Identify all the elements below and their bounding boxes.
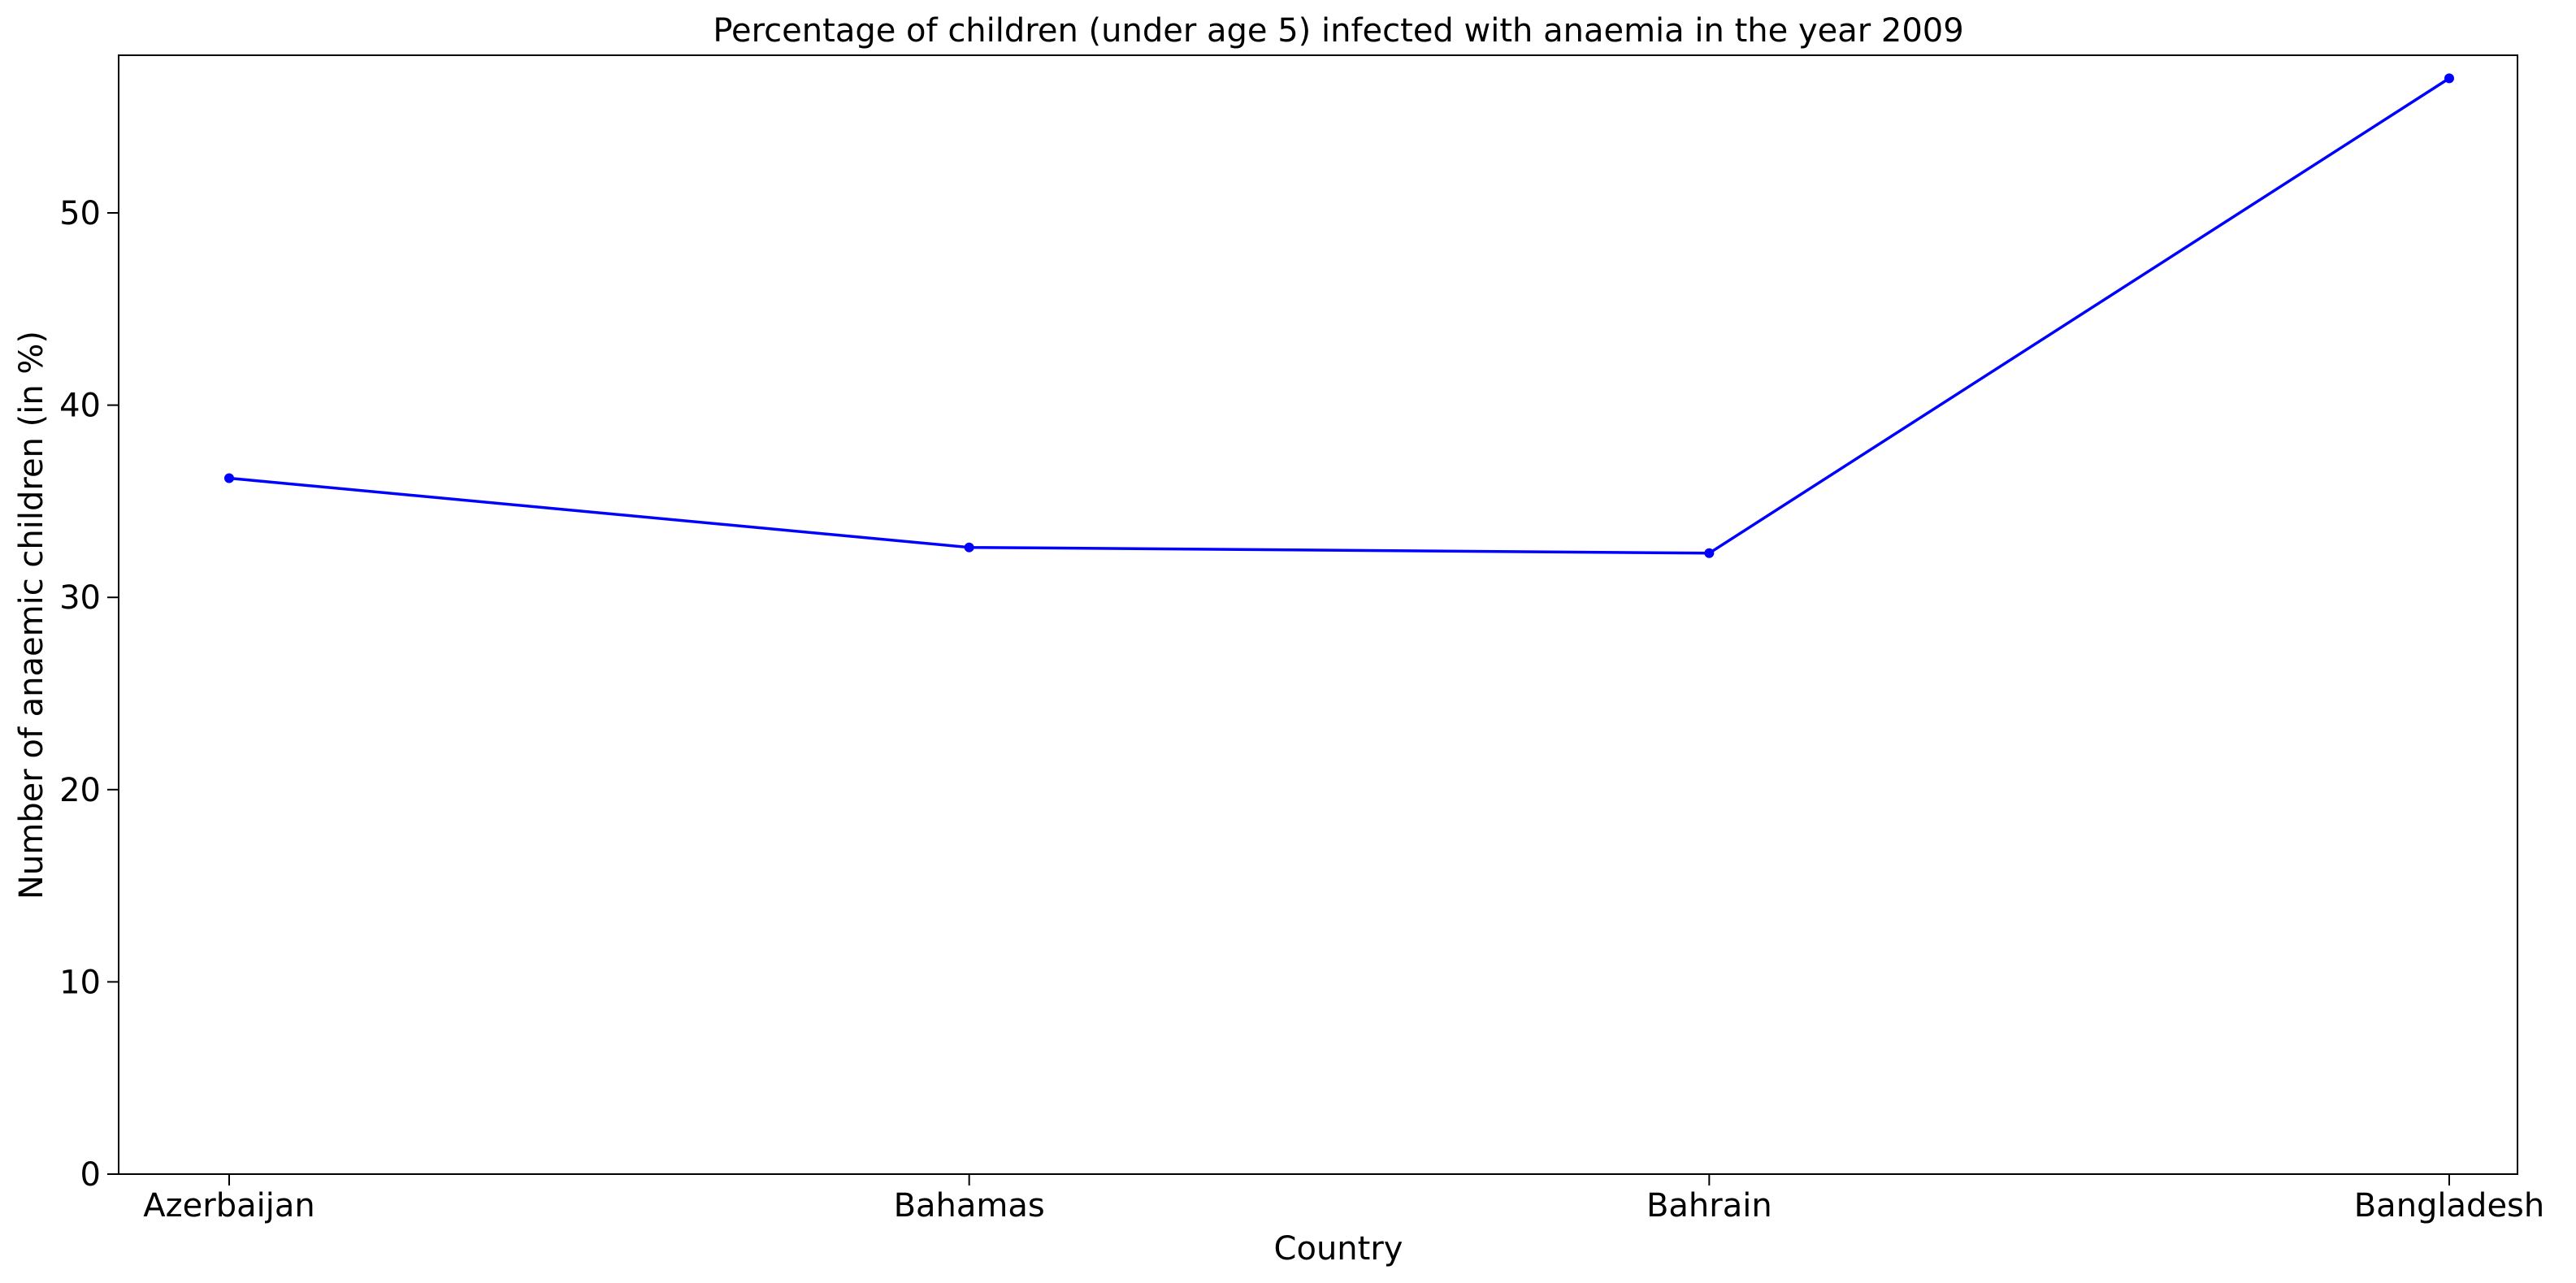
data-point [1704, 548, 1715, 558]
y-tick-label: 50 [59, 195, 101, 232]
y-tick-label: 10 [59, 964, 101, 1001]
data-point [2444, 73, 2454, 84]
chart-title: Percentage of children (under age 5) inf… [713, 12, 1963, 50]
x-axis-title: Country [1274, 1230, 1403, 1268]
y-tick-label: 0 [80, 1156, 101, 1194]
plot-area-frame [118, 54, 2518, 1175]
x-tick-label: Azerbaijan [143, 1187, 314, 1224]
x-tick-label: Bangladesh [2354, 1187, 2545, 1224]
y-tick-label: 20 [59, 772, 101, 809]
x-axis: Azerbaijan Bahamas Bahrain Bangladesh [143, 1174, 2544, 1224]
y-axis-title: Number of anaemic children (in %) [13, 331, 50, 899]
series-layer [224, 73, 2454, 558]
y-tick-label: 30 [59, 579, 101, 617]
x-tick-label: Bahamas [894, 1187, 1045, 1224]
y-tick-label: 40 [59, 388, 101, 425]
data-point [964, 542, 974, 553]
data-point [224, 473, 234, 483]
series-line [228, 76, 2451, 555]
y-axis: 0 10 20 30 40 50 [59, 195, 119, 1194]
x-tick-label: Bahrain [1646, 1187, 1772, 1224]
